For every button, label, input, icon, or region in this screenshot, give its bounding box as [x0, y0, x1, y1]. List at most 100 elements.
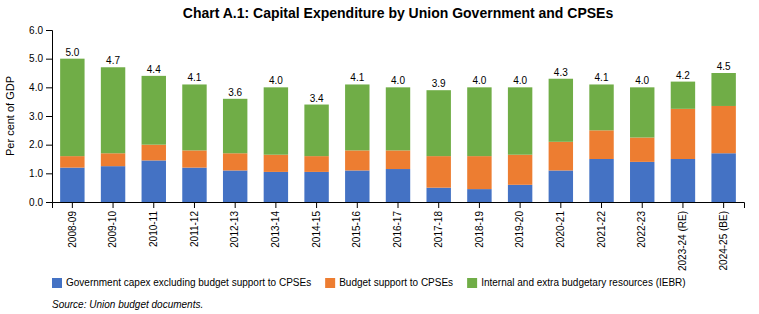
bar	[60, 59, 84, 156]
x-axis: 2008-092009-102010-112011-122012-132013-…	[53, 202, 745, 271]
tick-label: 3.0	[29, 111, 43, 122]
plot: 0.01.02.03.04.05.06.02008-092009-102010-…	[29, 25, 744, 271]
tick-mark	[113, 202, 114, 208]
tick-mark	[46, 59, 52, 60]
data-label: 4.1	[350, 72, 364, 83]
bar	[304, 156, 328, 172]
tick-mark	[194, 202, 195, 208]
bar	[264, 155, 288, 172]
legend-swatch	[467, 278, 477, 288]
bar	[182, 168, 206, 202]
bar	[671, 82, 695, 109]
tick-mark	[316, 202, 317, 208]
tick-label: 2019-20	[514, 211, 525, 248]
bar	[223, 153, 247, 170]
bar	[101, 67, 125, 153]
bar	[711, 106, 735, 153]
bar	[589, 159, 613, 202]
data-label: 4.3	[554, 67, 568, 78]
tick-label: 4.0	[29, 82, 43, 93]
bar	[426, 188, 450, 202]
tick-label: 2021-22	[596, 211, 607, 248]
tick: 2019-20	[514, 202, 525, 248]
tick: 2017-18	[433, 202, 444, 248]
tick-label: 2015-16	[351, 211, 362, 248]
bar	[467, 156, 491, 189]
legend-label: Internal and extra budgetary resources (…	[481, 277, 686, 288]
chart: 0.01.02.03.04.05.06.02008-092009-102010-…	[0, 0, 759, 314]
bar	[549, 79, 573, 142]
data-label: 4.0	[635, 75, 649, 86]
bar	[304, 172, 328, 202]
tick-mark	[46, 87, 52, 88]
legend-swatch	[52, 278, 62, 288]
tick-label: 1.0	[29, 168, 43, 179]
legend-label: Government capex excluding budget suppor…	[66, 277, 311, 288]
bar	[60, 156, 84, 167]
axis-title: Per cent of GDP	[4, 76, 16, 156]
tick: 2018-19	[474, 202, 485, 248]
tick: 2016-17	[392, 202, 403, 248]
data-label: 4.2	[676, 70, 690, 81]
data-label: 3.4	[310, 93, 324, 104]
tick-mark	[46, 30, 52, 31]
tick-mark	[357, 202, 358, 208]
bar	[142, 160, 166, 202]
tick: 3.0	[29, 111, 52, 122]
tick: 2.0	[29, 139, 52, 150]
bar	[630, 138, 654, 162]
data-label: 4.0	[472, 75, 486, 86]
bar	[508, 185, 532, 202]
bar	[671, 159, 695, 202]
bar	[467, 189, 491, 202]
tick: 2008-09	[67, 202, 78, 248]
bar	[142, 145, 166, 161]
bar	[264, 172, 288, 202]
bar	[630, 87, 654, 137]
tick-mark	[682, 202, 683, 208]
data-label: 4.0	[391, 75, 405, 86]
bar	[426, 90, 450, 156]
tick-label: 0.0	[29, 197, 43, 208]
tick-label: 2011-12	[189, 211, 200, 247]
tick-mark	[235, 202, 236, 208]
title: Chart A.1: Capital Expenditure by Union …	[183, 5, 614, 21]
tick: 0.0	[29, 197, 52, 208]
data-label: 4.0	[269, 75, 283, 86]
bar	[345, 150, 369, 170]
source: Source: Union budget documents.	[52, 299, 203, 310]
tick: 6.0	[29, 25, 52, 36]
bar	[182, 150, 206, 167]
tick-label: 2017-18	[433, 211, 444, 248]
legend-item: Government capex excluding budget suppor…	[52, 277, 311, 288]
bar	[508, 87, 532, 154]
tick-mark	[275, 202, 276, 208]
tick: 2009-10	[107, 202, 118, 248]
tick-label: 2009-10	[107, 211, 118, 248]
series	[60, 59, 736, 156]
tick-mark	[601, 202, 602, 208]
tick-mark	[153, 202, 154, 208]
tick-label: 2022-23	[636, 211, 647, 248]
tick: 2013-14	[270, 202, 281, 248]
bar	[671, 109, 695, 159]
data-label: 4.5	[717, 61, 731, 72]
tick-mark	[438, 202, 439, 208]
legend-label: Budget support to CPSEs	[339, 277, 453, 288]
bar	[508, 155, 532, 185]
tick: 2024-25 (BE)	[718, 202, 729, 270]
bar	[223, 170, 247, 202]
bar	[101, 153, 125, 166]
bar	[386, 150, 410, 169]
bar	[386, 87, 410, 150]
y-axis: 0.01.02.03.04.05.06.0	[29, 25, 52, 208]
tick-mark	[46, 202, 52, 203]
bar	[264, 87, 288, 154]
bar	[549, 170, 573, 202]
tick-label: 2013-14	[270, 211, 281, 248]
data-label: 4.4	[147, 64, 161, 75]
bar	[182, 84, 206, 150]
tick-label: 2023-24 (RE)	[677, 211, 688, 271]
tick: 2020-21	[555, 202, 566, 248]
bar	[101, 166, 125, 202]
